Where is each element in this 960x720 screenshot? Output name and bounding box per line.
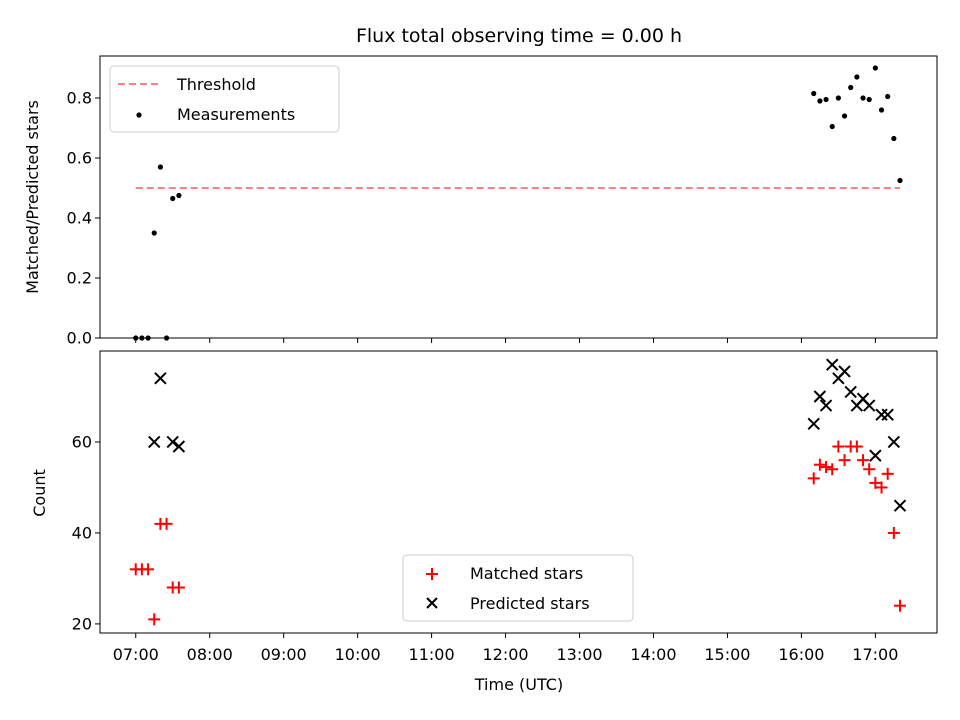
measurement-point-8 [811,90,817,97]
top-ytick-label-3: 0.6 [67,149,92,168]
matched-point-10 [820,460,833,473]
bottom-xtick-label-7: 14:00 [630,645,676,664]
legend-measurements-swatch [136,112,142,118]
bottom-xtick-label-10: 17:00 [852,645,898,664]
matched-point-13 [838,454,851,467]
top-ylabel: Matched/Predicted stars [23,100,42,294]
matched-point-21 [887,526,900,539]
matched-point-9 [813,458,826,471]
legend-predicted-swatch [426,597,438,609]
predicted-point-2 [166,435,179,449]
matched-point-11 [826,463,839,476]
matched-point-2 [142,563,155,576]
top-axes-frame [99,55,938,339]
measurement-point-14 [848,84,854,91]
measurement-point-6 [170,195,176,202]
measurement-point-4 [157,164,164,170]
predicted-point-10 [844,385,857,399]
matched-point-7 [172,581,185,594]
legend-matched-swatch [426,568,438,580]
measurement-point-17 [866,96,872,103]
matched-point-5 [160,517,173,530]
bottom-xtick-label-4: 11:00 [409,645,455,664]
measurement-point-10 [823,96,829,103]
bottom-xtick-label-2: 09:00 [261,645,307,664]
measurement-point-3 [151,230,157,236]
matched-point-16 [857,454,870,467]
predicted-point-14 [869,449,882,462]
measurement-point-19 [878,107,885,113]
predicted-point-9 [838,365,851,378]
top-ytick-label-1: 0.2 [67,269,92,288]
bottom-xlabel: Time (UTC) [474,675,563,694]
measurement-point-9 [817,98,823,104]
predicted-point-6 [819,399,833,412]
count-points [129,358,907,626]
count-panel: Count 20 40 60 07:00 08:00 09:00 10:00 11:00 12:… [30,350,938,694]
bottom-ytick-label-1: 40 [72,523,92,542]
matched-point-20 [881,467,894,480]
bottom-ytick-label-0: 20 [72,614,92,633]
matched-point-8 [807,472,820,485]
legend-predicted-label: Predicted stars [470,594,590,613]
bottom-ylabel: Count [30,469,49,517]
predicted-point-1 [154,372,167,385]
predicted-point-4 [807,417,820,430]
matched-point-17 [863,463,876,476]
top-ytick-label-2: 0.4 [67,209,92,228]
bottom-xtick-label-0: 07:00 [113,645,159,664]
top-ytick-label-4: 0.8 [67,89,92,108]
predicted-point-5 [813,390,827,403]
bottom-xtick-label-5: 12:00 [483,645,529,664]
predicted-point-17 [887,435,901,449]
bottom-xtick-label-1: 08:00 [187,645,233,664]
measurement-point-7 [176,192,182,199]
matched-point-12 [832,440,845,453]
bottom-ytick-label-2: 60 [72,432,92,451]
ratio-panel: Matched/Predicted stars 0.00.20.40.60.8 … [23,55,938,348]
bottom-xtick-label-6: 13:00 [556,645,602,664]
bottom-axes-frame [99,350,938,634]
measurement-point-12 [835,95,841,101]
top-legend-box [109,65,340,133]
legend-threshold-label: Threshold [176,75,256,94]
measurement-point-16 [860,95,866,101]
measurement-point-18 [872,65,878,71]
top-axis-ticks: 0.0 0.2 0.4 0.6 0.8 [67,89,876,348]
matched-point-3 [148,613,161,626]
legend-measurements-label: Measurements [177,105,295,124]
bottom-axis-ticks: 20 40 60 07:00 08:00 09:00 10:00 11:00 12:00 13:0… [72,432,899,664]
bottom-xtick-label-8: 15:00 [704,645,750,664]
legend-matched-label: Matched stars [470,564,583,583]
bottom-xtick-label-3: 10:00 [335,645,381,664]
measurement-point-15 [854,74,860,80]
predicted-point-3 [172,440,186,453]
chart-title: Flux total observing time = 0.00 h [356,25,682,47]
top-ytick-label-0: 0.0 [67,329,92,348]
predicted-point-16 [881,408,894,421]
measurement-point-20 [885,93,891,100]
measurement-point-11 [829,123,835,130]
measurement-point-22 [897,177,903,184]
measurement-point-21 [891,135,897,142]
bottom-xtick-label-9: 16:00 [778,645,824,664]
predicted-point-18 [893,499,907,512]
matched-point-19 [875,481,888,494]
top-legend: Threshold Measurements [109,65,340,133]
measurement-point-13 [841,113,848,119]
matched-point-15 [850,440,863,453]
bottom-legend-box [402,554,634,622]
matched-point-18 [869,476,882,489]
matched-point-22 [894,599,907,612]
predicted-point-13 [862,399,876,412]
predicted-point-7 [826,358,839,371]
predicted-point-0 [148,435,161,449]
bottom-legend: Matched stars Predicted stars [402,554,634,622]
